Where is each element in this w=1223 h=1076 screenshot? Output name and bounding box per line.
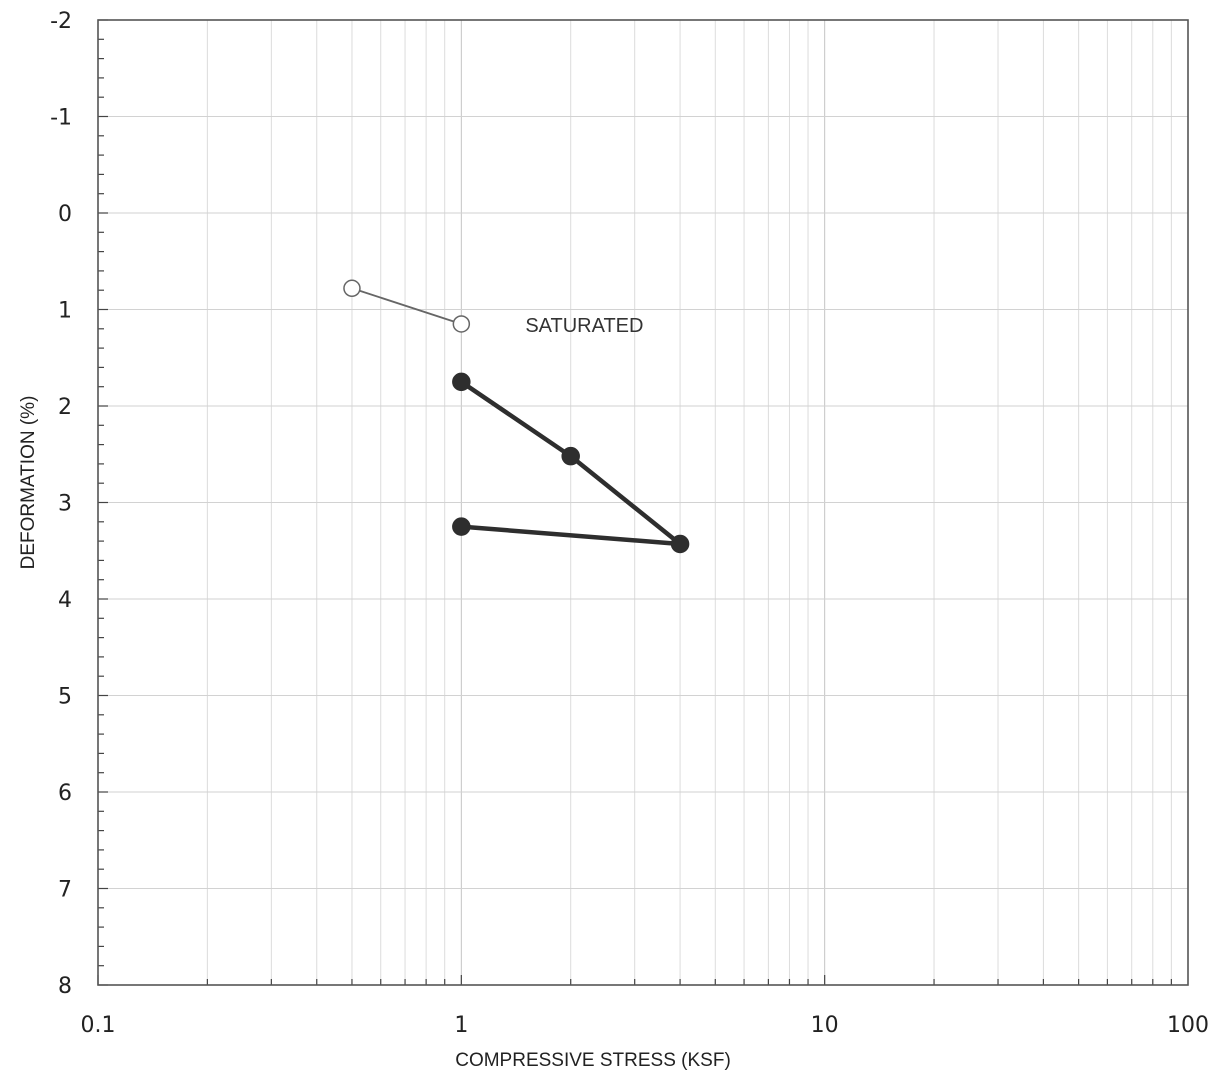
plot-frame bbox=[97, 19, 1189, 986]
y-axis-label: DEFORMATION (%) bbox=[18, 396, 39, 570]
y-tick-label: -1 bbox=[50, 106, 72, 131]
data-point bbox=[452, 372, 471, 392]
y-tick-labels: -2 -1 0 1 2 3 4 5 6 7 8 bbox=[50, 9, 72, 999]
y-tick-label: 0 bbox=[58, 202, 72, 227]
data-point bbox=[452, 315, 471, 333]
x-axis-label: COMPRESSIVE STRESS (KSF) bbox=[455, 1050, 731, 1071]
data-point bbox=[343, 279, 361, 298]
y-tick-label: 7 bbox=[58, 878, 72, 903]
y-tick-label: -2 bbox=[50, 9, 72, 34]
y-tick-label: 3 bbox=[58, 492, 72, 517]
y-tick-label: 1 bbox=[58, 299, 72, 324]
y-tick-label: 2 bbox=[58, 395, 72, 420]
y-tick-label: 4 bbox=[58, 588, 72, 613]
series-line-0 bbox=[351, 287, 462, 325]
x-tick-label: 0.1 bbox=[81, 1013, 116, 1038]
x-tick-label: 10 bbox=[811, 1013, 839, 1038]
data-point bbox=[452, 517, 471, 536]
axis-ticks bbox=[97, 19, 1172, 986]
y-tick-label: 8 bbox=[58, 974, 72, 999]
x-tick-label: 100 bbox=[1167, 1013, 1209, 1038]
series-line-1 bbox=[460, 380, 683, 547]
data-series bbox=[343, 279, 690, 554]
x-tick-labels: 0.1 1 10 100 bbox=[81, 1013, 1210, 1038]
data-point bbox=[670, 534, 690, 554]
annotation-label: SATURATED bbox=[525, 315, 643, 337]
annotations: SATURATED bbox=[525, 315, 643, 337]
data-point bbox=[561, 446, 580, 466]
y-tick-label: 6 bbox=[58, 781, 72, 806]
grid bbox=[97, 19, 1188, 986]
x-tick-label: 1 bbox=[454, 1013, 468, 1038]
y-tick-label: 5 bbox=[58, 685, 72, 710]
